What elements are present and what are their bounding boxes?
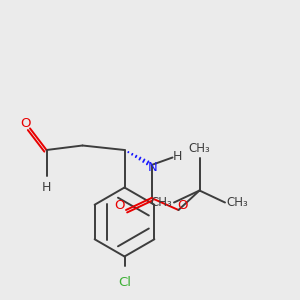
Text: H: H	[42, 181, 51, 194]
Text: CH₃: CH₃	[151, 196, 172, 209]
Text: CH₃: CH₃	[189, 142, 210, 155]
Text: O: O	[115, 199, 125, 212]
Text: O: O	[178, 199, 188, 212]
Text: Cl: Cl	[118, 275, 131, 289]
Text: O: O	[20, 117, 31, 130]
Text: N: N	[148, 161, 158, 174]
Text: H: H	[173, 149, 183, 163]
Text: CH₃: CH₃	[227, 196, 248, 209]
